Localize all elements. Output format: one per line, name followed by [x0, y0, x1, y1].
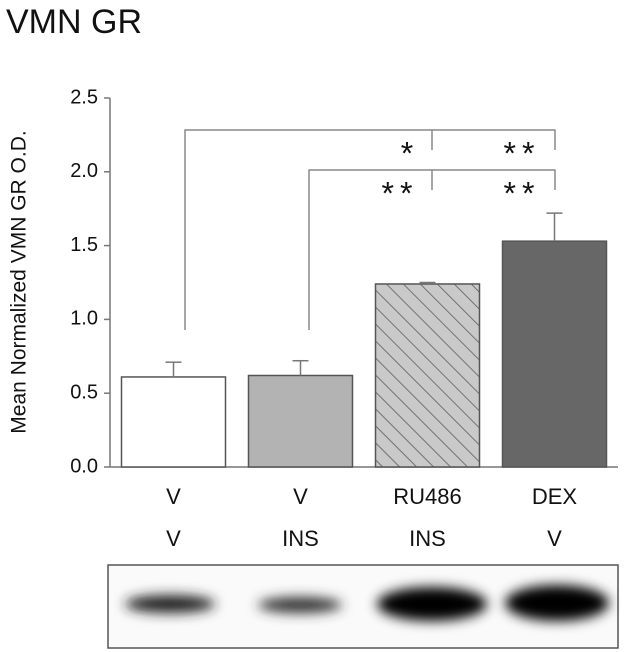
- x-tick-label: V: [166, 526, 181, 551]
- y-tick-label: 0.0: [70, 455, 98, 477]
- bar: [120, 376, 227, 468]
- bar: [501, 240, 608, 468]
- x-tick-label: INS: [409, 526, 446, 551]
- bar: [247, 374, 354, 468]
- x-tick-label: V: [166, 484, 181, 509]
- significance-brackets: [184, 129, 556, 330]
- y-tick-label: 1.5: [70, 234, 98, 256]
- significance-label: **: [382, 175, 419, 211]
- chart-title: VMN GR: [6, 3, 142, 41]
- significance-label: **: [504, 135, 541, 171]
- y-tick-label: 1.0: [70, 308, 98, 330]
- significance-label: **: [504, 175, 541, 211]
- x-tick-label: RU486: [393, 484, 461, 509]
- x-tick-label: INS: [282, 526, 319, 551]
- x-tick-label: V: [293, 484, 308, 509]
- bar: [374, 283, 481, 468]
- x-tick-label: DEX: [532, 484, 578, 509]
- y-tick-label: 0.5: [70, 381, 98, 403]
- western-blot: [107, 564, 619, 649]
- y-tick-label: 2.5: [70, 86, 98, 108]
- y-axis-label: Mean Normalized VMN GR O.D.: [8, 130, 31, 433]
- x-tick-label: V: [547, 526, 562, 551]
- y-tick-label: 2.0: [70, 160, 98, 182]
- significance-label: *: [401, 135, 419, 171]
